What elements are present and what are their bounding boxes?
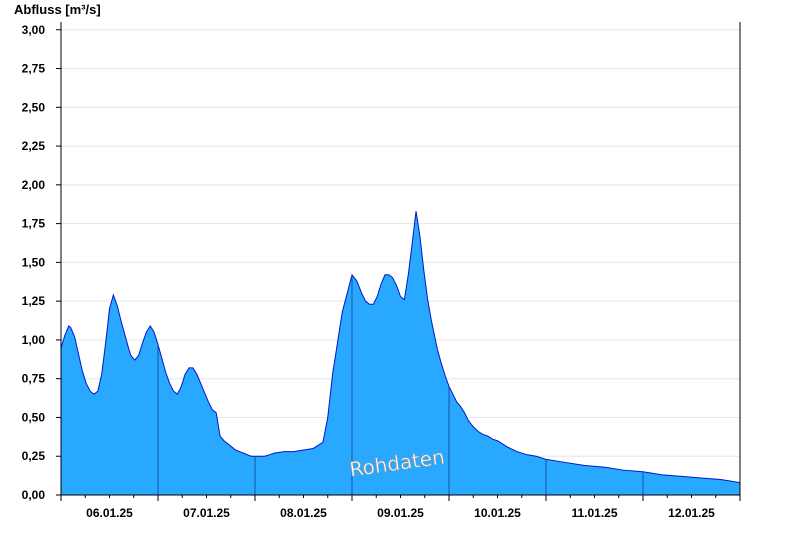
y-tick-label: 2,25 (22, 139, 46, 153)
x-tick-label: 12.01.25 (668, 506, 715, 520)
x-axis-ticks: 06.01.25 07.01.25 08.01.25 09.01.25 10.01.25… (60, 495, 741, 520)
y-axis-title: Abfluss [m³/s] (14, 2, 101, 17)
y-tick-label: 2,75 (22, 62, 46, 76)
discharge-area (61, 211, 740, 495)
day-boundary-lines (157, 274, 644, 495)
y-axis-ticks: 0,00 0,25 0,50 0,75 1,00 1,25 1,50 1,75 2,00 2,25… (22, 23, 61, 502)
y-tick-label: 0,50 (22, 410, 46, 424)
y-tick-label: 2,50 (22, 100, 46, 114)
x-tick-label: 09.01.25 (377, 506, 424, 520)
x-tick-label: 07.01.25 (183, 506, 230, 520)
y-tick-label: 1,50 (22, 255, 46, 269)
x-tick-label: 06.01.25 (86, 506, 133, 520)
y-tick-label: 1,00 (22, 333, 46, 347)
y-tick-label: 1,25 (22, 294, 46, 308)
y-tick-label: 2,00 (22, 178, 46, 192)
x-tick-label: 10.01.25 (474, 506, 521, 520)
y-tick-label: 0,25 (22, 449, 46, 463)
discharge-line (60, 211, 741, 484)
y-tick-label: 0,00 (22, 488, 46, 502)
x-tick-label: 11.01.25 (571, 506, 617, 520)
x-tick-label: 08.01.25 (280, 506, 327, 520)
y-tick-label: 3,00 (22, 23, 46, 37)
y-tick-label: 1,75 (22, 217, 46, 231)
area-layer (60, 211, 741, 495)
y-tick-label: 0,75 (22, 372, 46, 386)
